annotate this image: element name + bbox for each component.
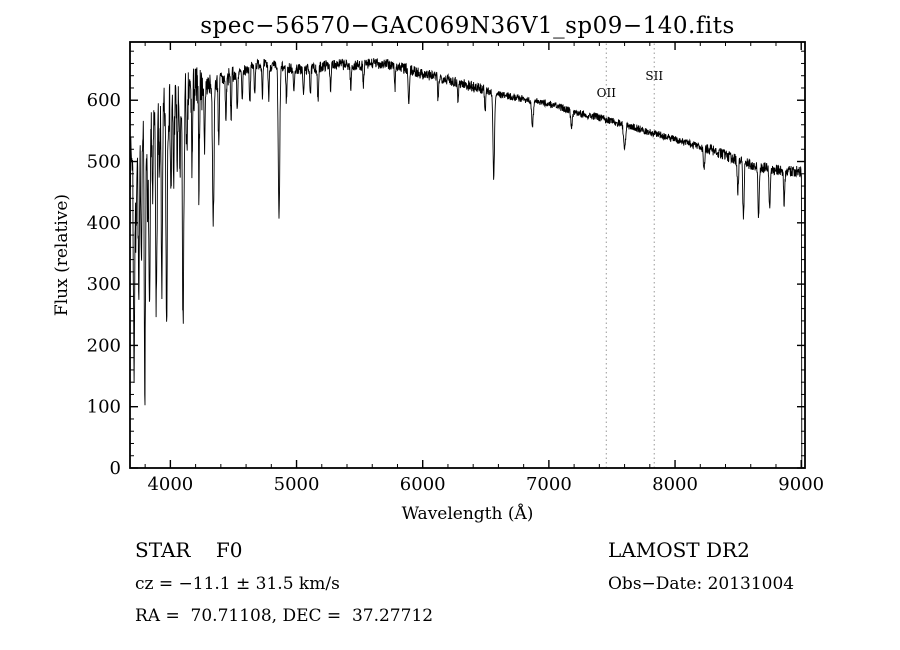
ra-dec-value: RA = 70.71108, DEC = 37.27712 [135, 606, 434, 626]
x-axis-label: Wavelength (Å) [401, 504, 534, 524]
object-class-label: STAR F0 [135, 538, 243, 562]
marker-line-label: SII [645, 69, 663, 83]
y-tick-label: 200 [87, 335, 121, 356]
x-tick-label: 6000 [400, 474, 446, 495]
x-tick-label: 5000 [274, 474, 320, 495]
axis-frame [129, 41, 806, 469]
x-tick-label: 7000 [526, 474, 572, 495]
obs-date: Obs−Date: 20131004 [608, 574, 795, 594]
plot-title: spec−56570−GAC069N36V1_sp09−140.fits [200, 13, 735, 39]
y-tick-label: 600 [87, 90, 121, 111]
y-axis-label: Flux (relative) [52, 193, 72, 317]
y-tick-label: 0 [110, 458, 121, 479]
cz-value: cz = −11.1 ± 31.5 km/s [135, 574, 340, 594]
x-tick-label: 9000 [778, 474, 824, 495]
y-tick-label: 400 [87, 213, 121, 234]
y-tick-label: 500 [87, 152, 121, 173]
survey-label: LAMOST DR2 [608, 538, 750, 562]
y-tick-label: 300 [87, 274, 121, 295]
marker-line-label: OII [597, 86, 617, 100]
x-tick-label: 8000 [652, 474, 698, 495]
x-tick-label: 4000 [147, 474, 193, 495]
spectrum-line [129, 58, 803, 469]
y-tick-label: 100 [87, 397, 121, 418]
